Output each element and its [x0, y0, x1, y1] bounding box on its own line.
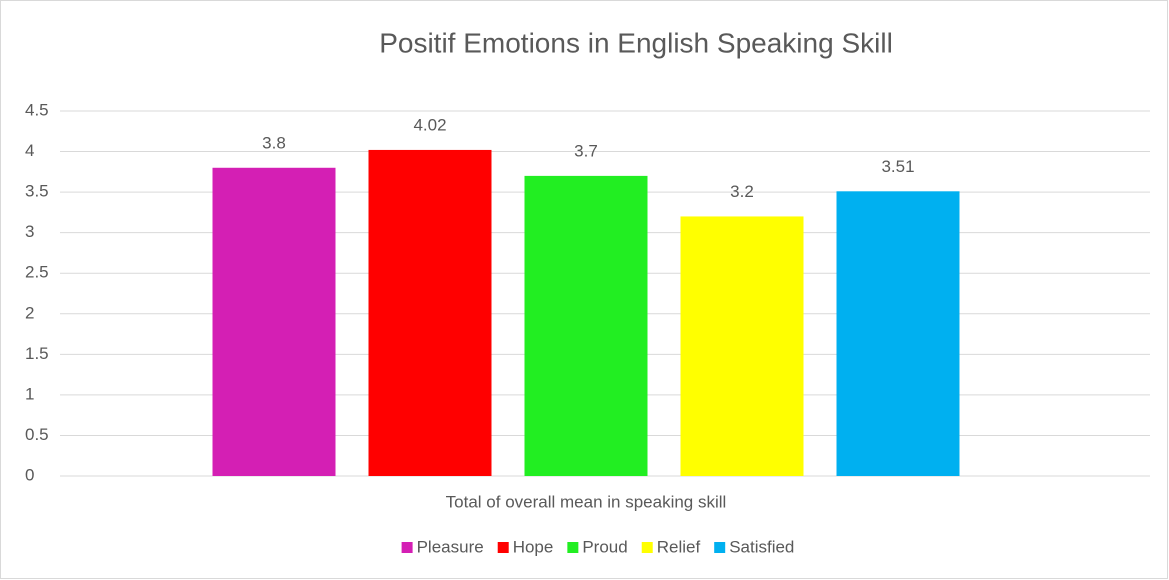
chart-title: Positif Emotions in English Speaking Ski…	[379, 27, 893, 58]
y-tick-label: 3	[25, 222, 34, 241]
y-tick-label: 1	[25, 384, 34, 403]
bar	[212, 167, 336, 476]
data-label: 3.51	[881, 157, 914, 176]
bar	[368, 149, 492, 476]
legend-swatch	[401, 542, 413, 553]
x-tick-label: Total of overall mean in speaking skill	[446, 492, 727, 511]
data-label: 3.7	[574, 141, 598, 160]
y-tick-label: 4	[25, 141, 34, 160]
y-tick-label: 0.5	[25, 425, 49, 444]
legend-label: Proud	[582, 537, 627, 556]
data-label: 4.02	[413, 115, 446, 134]
legend-swatch	[714, 542, 726, 553]
legend-swatch	[641, 542, 653, 553]
y-tick-label: 1.5	[25, 344, 49, 363]
bar	[680, 216, 804, 476]
data-label: 3.2	[730, 182, 754, 201]
legend-label: Relief	[657, 537, 701, 556]
y-tick-label: 2.5	[25, 263, 49, 282]
y-tick-label: 0	[25, 465, 34, 484]
y-tick-label: 3.5	[25, 182, 49, 201]
legend-swatch	[497, 542, 509, 553]
bar	[524, 175, 648, 476]
bar	[836, 191, 960, 477]
legend-label: Satisfied	[729, 537, 794, 556]
data-label: 3.8	[262, 133, 286, 152]
legend-label: Hope	[513, 537, 554, 556]
legend-swatch	[567, 542, 579, 553]
y-tick-label: 4.5	[25, 100, 49, 119]
y-tick-label: 2	[25, 303, 34, 322]
legend-label: Pleasure	[417, 537, 484, 556]
